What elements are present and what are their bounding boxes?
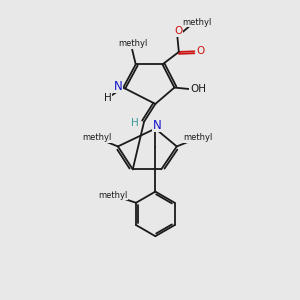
Text: N: N bbox=[113, 80, 122, 93]
Text: methyl: methyl bbox=[98, 190, 128, 200]
Text: N: N bbox=[152, 118, 161, 131]
Text: H: H bbox=[131, 118, 138, 128]
Text: O: O bbox=[197, 46, 205, 56]
Text: H: H bbox=[104, 93, 112, 103]
Text: methyl: methyl bbox=[184, 133, 213, 142]
Text: OH: OH bbox=[190, 84, 206, 94]
Text: methyl: methyl bbox=[183, 18, 212, 27]
Text: methyl: methyl bbox=[82, 133, 111, 142]
Text: O: O bbox=[174, 26, 182, 36]
Text: methyl: methyl bbox=[118, 39, 147, 48]
